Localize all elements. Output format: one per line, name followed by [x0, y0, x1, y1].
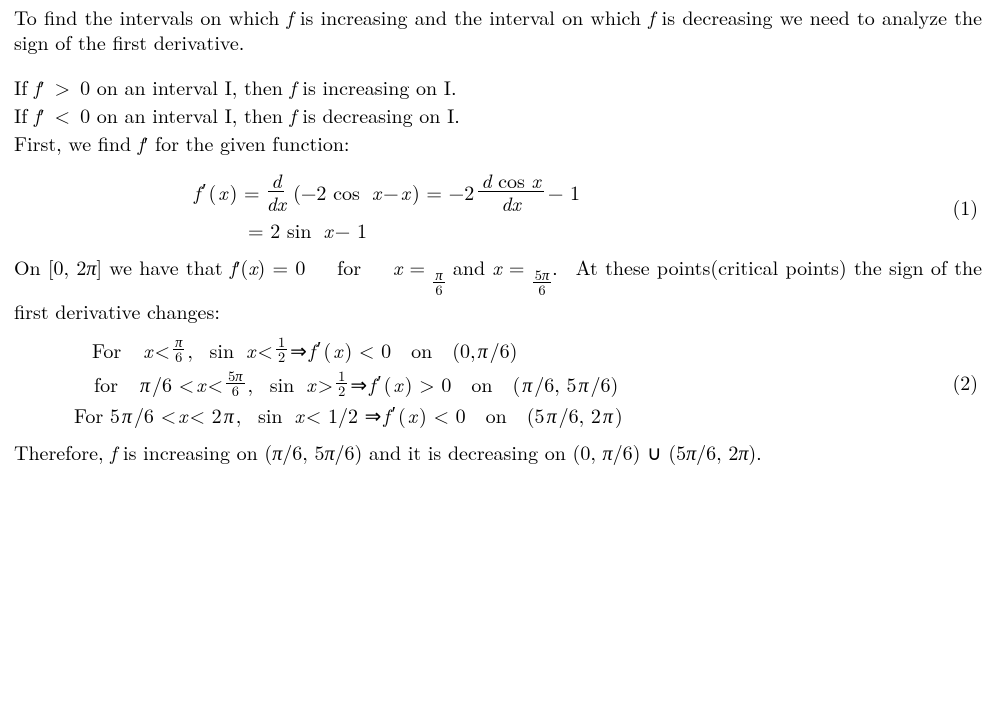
frac-pi-6-b: π 6: [173, 335, 184, 365]
frac-den: dx: [264, 192, 290, 213]
frac-d-dx: d dx: [264, 170, 290, 213]
page: To find the intervals on which f is incr…: [0, 0, 996, 468]
frac-1-2-a: 1 2: [276, 335, 287, 365]
equation-1-line-1: f′(x) = d dx (−2 cos x − x) = −2 d cos x…: [194, 170, 580, 213]
equation-2-body: For x < π 6 , sin x < 1 2 ⇒ f′(x) < 0 on…: [14, 333, 928, 430]
conclusion-paragraph: Therefore, f is increasing on (π/6, 5π/6…: [14, 439, 982, 464]
equation-2-line-1: For x < π 6 , sin x < 1 2 ⇒ f′(x) < 0 on…: [74, 335, 517, 365]
frac-5pi-6: 5π 6: [533, 268, 551, 298]
frac-den: dx: [498, 192, 524, 213]
equation-2: For x < π 6 , sin x < 1 2 ⇒ f′(x) < 0 on…: [14, 333, 982, 430]
equation-1-line-2: = 2 sin x − 1: [194, 217, 367, 242]
equation-2-number: (2): [928, 369, 982, 394]
frac-1-2-b: 1 2: [336, 369, 347, 399]
rule-decreasing: If f′ < 0 on an interval I, then f is de…: [14, 102, 982, 130]
intro-paragraph: To find the intervals on which f is incr…: [14, 4, 982, 54]
equation-2-line-2: for π/6 < x < 5π 6 , sin x > 1 2 ⇒ f′(x)…: [74, 369, 618, 399]
rule-increasing: If f′ > 0 on an interval I, then f is in…: [14, 74, 982, 102]
equation-1-number: (1): [928, 194, 982, 219]
frac-pi-6: π 6: [433, 268, 444, 298]
lead-into-derivative: First, we find f′ for the given function…: [14, 130, 982, 158]
equation-1-body: f′(x) = d dx (−2 cos x − x) = −2 d cos x…: [14, 168, 928, 244]
equation-2-line-3: For 5π/6 < x < 2π, sin x < 1/2 ⇒ f′(x) <…: [74, 402, 623, 427]
frac-dcosx-dx: d cos x dx: [478, 170, 544, 213]
frac-5pi-6-b: 5π 6: [226, 369, 244, 399]
equation-1: f′(x) = d dx (−2 cos x − x) = −2 d cos x…: [14, 168, 982, 244]
critical-points-paragraph: On [0, 2π] we have that f′(x) = 0 for x …: [14, 254, 982, 323]
spacer: [14, 54, 982, 74]
